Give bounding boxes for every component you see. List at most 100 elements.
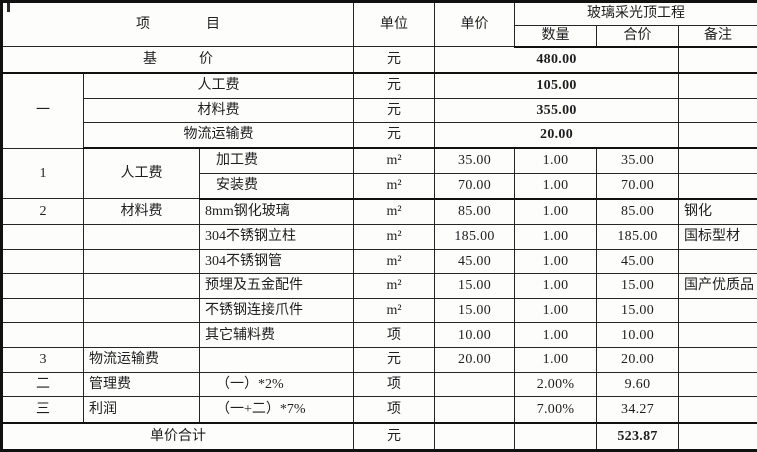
cell-item: 预埋及五金配件 <box>198 273 355 299</box>
cell-no: 一 <box>1 72 84 149</box>
cell-remark <box>678 97 757 124</box>
header-row-2: 数量 合价 备注 <box>2 25 757 48</box>
cell-no: 1 <box>1 147 84 200</box>
cell-remark <box>678 371 757 398</box>
cell-item: 加工费 <box>198 147 355 175</box>
cell-price: 20.00 <box>434 347 516 373</box>
row-logistics: 3 物流运输费 元 20.00 1.00 20.00 <box>1 347 757 373</box>
cell-item <box>198 347 355 373</box>
cell-no <box>1 297 84 324</box>
cell-price: 10.00 <box>434 322 516 349</box>
cell-unit: 元 <box>353 97 436 124</box>
cell-price: 185.00 <box>434 223 516 250</box>
cell-total: 85.00 <box>596 198 680 225</box>
cell-remark <box>678 422 757 451</box>
cell-category: 材料费 <box>83 198 200 225</box>
cell-item: （一+二）*7% <box>198 396 355 424</box>
cell-remark <box>678 173 757 200</box>
cell-category <box>83 273 200 299</box>
cell-qty: 1.00 <box>514 347 598 373</box>
cell-item: 304不锈钢立柱 <box>198 223 355 250</box>
cell-category: 物流运输费 <box>83 347 200 373</box>
cell-remark <box>678 297 757 324</box>
row-labor-total: 一 人工费 元 105.00 <box>1 72 757 149</box>
cell-remark <box>678 347 757 373</box>
row-label: 基 价 <box>0 45 355 74</box>
cell-value: 20.00 <box>434 122 680 150</box>
cell-no <box>1 273 84 299</box>
cell-unit: m² <box>353 273 436 299</box>
cell-no <box>1 223 84 250</box>
cell-unit: m² <box>353 173 436 200</box>
cell-item: 不锈钢连接爪件 <box>198 297 355 324</box>
cell-no <box>1 322 84 349</box>
cell-price: 45.00 <box>434 248 516 275</box>
cell-qty: 7.00% <box>514 396 598 424</box>
col-header-total-price: 合价 <box>596 25 680 48</box>
cell-unit: 元 <box>353 422 436 451</box>
cell-remark <box>678 322 757 349</box>
cell-qty: 1.00 <box>514 297 598 324</box>
cell-unit: m² <box>353 223 436 250</box>
row-install-fee: 安装费 m² 70.00 1.00 70.00 <box>2 173 757 200</box>
cell-unit: 元 <box>353 45 436 74</box>
cell-qty: 1.00 <box>514 147 598 175</box>
cell-remark <box>678 45 757 74</box>
row-base-price: 基 价 元 480.00 <box>0 45 757 74</box>
cell-price <box>434 396 516 424</box>
cell-total: 15.00 <box>596 273 680 299</box>
cell-no: 三 <box>1 396 84 424</box>
col-header-unit-price: 单价 <box>434 1 516 47</box>
cell-unit: m² <box>353 147 436 175</box>
cell-total: 10.00 <box>596 322 680 349</box>
cell-qty: 1.00 <box>514 173 598 200</box>
cell-price: 70.00 <box>434 173 516 200</box>
col-header-unit: 单位 <box>353 1 436 47</box>
row-label: 人工费 <box>82 72 355 99</box>
cell-item: 304不锈钢管 <box>198 248 355 275</box>
row-grand-total: 单价合计 元 523.87 <box>0 422 757 451</box>
row-material-total: 材料费 元 355.00 <box>2 97 757 124</box>
cell-price <box>434 371 516 398</box>
cell-total: 185.00 <box>596 223 680 250</box>
row-profit: 三 利润 （一+二）*7% 项 7.00% 34.27 <box>1 396 757 424</box>
cell-item: 安装费 <box>198 173 355 200</box>
cell-category <box>83 322 200 349</box>
cell-unit: m² <box>353 198 436 225</box>
row-label: 单价合计 <box>0 422 355 451</box>
cell-remark <box>678 72 757 99</box>
cell-unit: 元 <box>353 347 436 373</box>
cell-price: 85.00 <box>434 198 516 225</box>
cell-unit: 项 <box>353 322 436 349</box>
cell-category: 管理费 <box>83 371 200 398</box>
cell-value: 105.00 <box>434 72 680 99</box>
cell-category: 利润 <box>83 396 200 424</box>
row-tempered-glass: 2 材料费 8mm钢化玻璃 m² 85.00 1.00 85.00 钢化 <box>1 198 757 225</box>
cell-item: 8mm钢化玻璃 <box>198 198 355 225</box>
cell-total: 20.00 <box>596 347 680 373</box>
cell-remark <box>678 122 757 150</box>
row-label: 材料费 <box>82 97 355 124</box>
row-processing-fee: 1 人工费 加工费 m² 35.00 1.00 35.00 <box>1 147 757 200</box>
cell-qty <box>514 422 598 451</box>
cell-qty: 1.00 <box>514 248 598 275</box>
cell-qty: 1.00 <box>514 322 598 349</box>
cell-unit: m² <box>353 248 436 275</box>
cell-total: 35.00 <box>596 147 680 175</box>
cell-no <box>1 248 84 275</box>
cell-qty: 1.00 <box>514 223 598 250</box>
cell-total: 9.60 <box>596 371 680 398</box>
cell-no: 3 <box>1 347 84 373</box>
project-header: 玻璃采光顶工程 <box>514 1 757 26</box>
row-steel-pipe: 304不锈钢管 m² 45.00 1.00 45.00 <box>1 248 757 275</box>
row-other-auxiliary: 其它辅料费 项 10.00 1.00 10.00 <box>1 322 757 349</box>
cell-total: 70.00 <box>596 173 680 200</box>
cell-total: 523.87 <box>596 422 680 451</box>
cell-item: 其它辅料费 <box>198 322 355 349</box>
row-steel-column: 304不锈钢立柱 m² 185.00 1.00 185.00 国标型材 <box>1 223 757 250</box>
cell-unit: m² <box>353 297 436 324</box>
cell-category <box>83 297 200 324</box>
row-embedded-hardware: 预埋及五金配件 m² 15.00 1.00 15.00 国产优质品 <box>1 273 757 299</box>
